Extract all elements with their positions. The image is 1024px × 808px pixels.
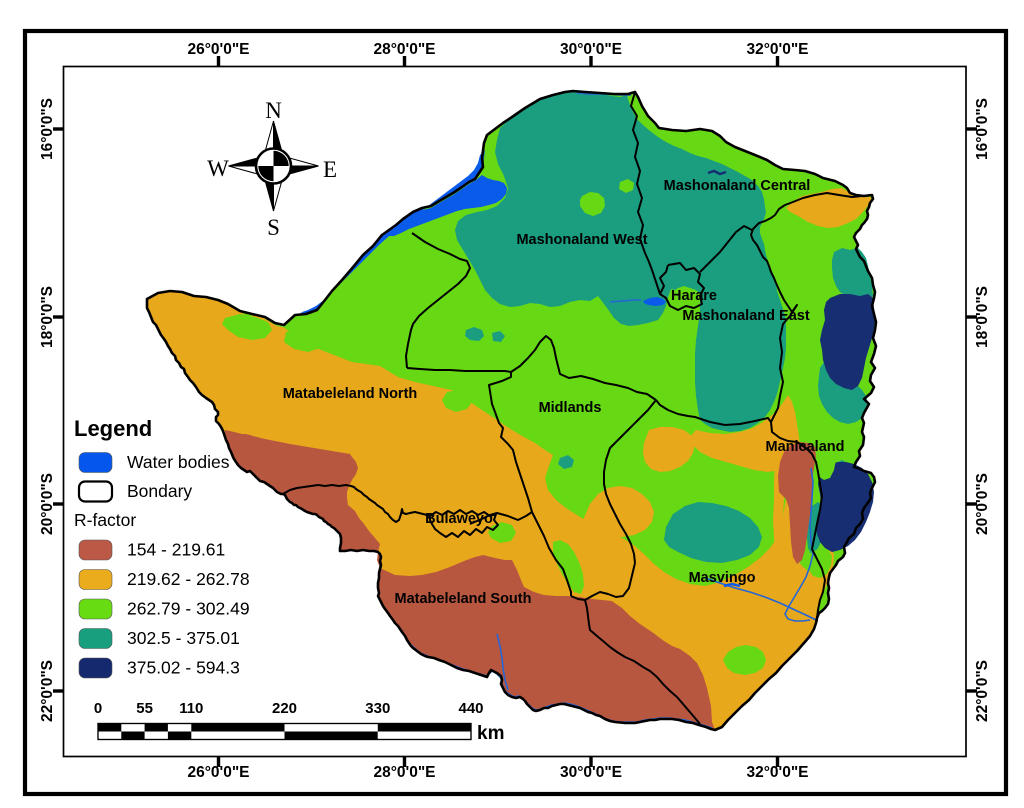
svg-text:Legend: Legend xyxy=(74,416,152,441)
svg-text:154 - 219.61: 154 - 219.61 xyxy=(127,540,225,560)
svg-text:S: S xyxy=(267,215,280,240)
svg-text:375.02 - 594.3: 375.02 - 594.3 xyxy=(127,658,240,678)
svg-text:30°0'0"E: 30°0'0"E xyxy=(560,764,622,781)
svg-text:Bulaweyo: Bulaweyo xyxy=(425,511,493,527)
svg-text:22°0'0"S: 22°0'0"S xyxy=(39,660,56,722)
svg-text:0: 0 xyxy=(94,700,102,717)
svg-text:22°0'0"S: 22°0'0"S xyxy=(974,660,991,722)
svg-text:N: N xyxy=(265,98,282,123)
svg-text:W: W xyxy=(207,156,229,181)
svg-text:219.62 - 262.78: 219.62 - 262.78 xyxy=(127,569,250,589)
svg-text:Mashonaland West: Mashonaland West xyxy=(516,232,647,248)
svg-text:18°0'0"S: 18°0'0"S xyxy=(39,286,56,348)
svg-text:32°0'0"E: 32°0'0"E xyxy=(746,41,808,58)
svg-text:220: 220 xyxy=(272,700,297,717)
svg-text:Midlands: Midlands xyxy=(539,400,602,416)
svg-text:R-factor: R-factor xyxy=(74,510,136,530)
svg-text:Masvingo: Masvingo xyxy=(689,570,756,586)
svg-text:16°0'0"S: 16°0'0"S xyxy=(974,98,991,160)
svg-text:Water bodies: Water bodies xyxy=(127,452,230,472)
svg-text:302.5 - 375.01: 302.5 - 375.01 xyxy=(127,628,240,648)
svg-text:km: km xyxy=(477,723,504,744)
svg-text:20°0'0"S: 20°0'0"S xyxy=(39,473,56,535)
svg-text:440: 440 xyxy=(458,700,483,717)
svg-text:Manicaland: Manicaland xyxy=(766,439,845,455)
svg-text:262.79 - 302.49: 262.79 - 302.49 xyxy=(127,599,250,619)
svg-text:55: 55 xyxy=(136,700,153,717)
svg-text:30°0'0"E: 30°0'0"E xyxy=(560,41,622,58)
svg-text:E: E xyxy=(323,157,337,182)
svg-text:Mashonaland East: Mashonaland East xyxy=(682,308,809,324)
svg-text:20°0'0"S: 20°0'0"S xyxy=(974,473,991,535)
svg-text:Matabeleland North: Matabeleland North xyxy=(283,386,418,402)
svg-text:330: 330 xyxy=(365,700,390,717)
svg-text:110: 110 xyxy=(179,700,203,717)
svg-text:26°0'0"E: 26°0'0"E xyxy=(187,764,249,781)
svg-text:18°0'0"S: 18°0'0"S xyxy=(974,286,991,348)
svg-text:26°0'0"E: 26°0'0"E xyxy=(187,41,249,58)
svg-text:16°0'0"S: 16°0'0"S xyxy=(39,98,56,160)
svg-text:Harare: Harare xyxy=(671,288,717,304)
svg-text:Bondary: Bondary xyxy=(127,481,192,501)
svg-text:32°0'0"E: 32°0'0"E xyxy=(746,764,808,781)
svg-text:28°0'0"E: 28°0'0"E xyxy=(373,41,435,58)
svg-text:Mashonaland Central: Mashonaland Central xyxy=(664,178,811,194)
svg-text:Matabeleland South: Matabeleland South xyxy=(395,591,532,607)
svg-text:28°0'0"E: 28°0'0"E xyxy=(373,764,435,781)
